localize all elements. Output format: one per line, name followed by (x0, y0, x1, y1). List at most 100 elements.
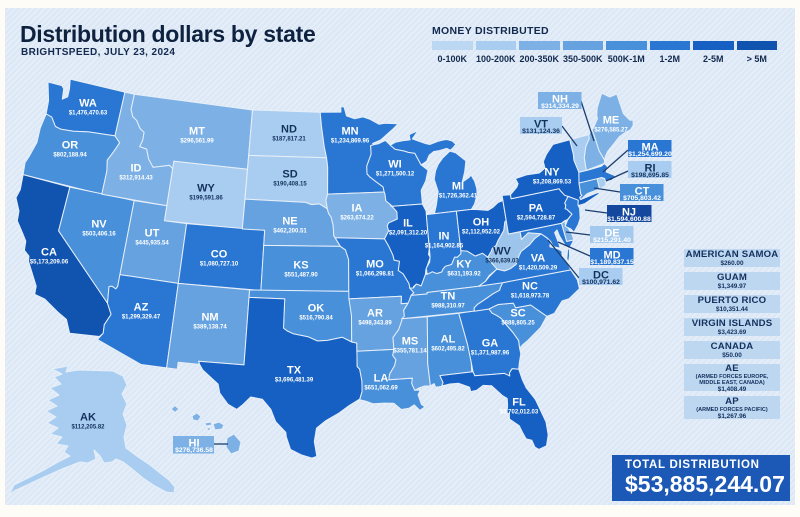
svg-text:CT: CT (635, 186, 650, 198)
svg-text:NY: NY (544, 167, 560, 179)
svg-text:ME: ME (603, 115, 620, 127)
svg-text:IL: IL (403, 218, 413, 230)
svg-text:NV: NV (91, 219, 107, 231)
svg-text:MD: MD (603, 250, 620, 262)
svg-text:NE: NE (282, 216, 297, 228)
svg-text:VA: VA (531, 253, 546, 265)
svg-text:$1,594,600.88: $1,594,600.88 (607, 216, 651, 223)
svg-text:$355,781.14: $355,781.14 (393, 349, 427, 355)
svg-text:$263,674.22: $263,674.22 (340, 216, 374, 222)
svg-text:$276,585.27: $276,585.27 (594, 128, 628, 134)
svg-text:$1,254,699.20: $1,254,699.20 (628, 151, 672, 158)
svg-text:$5,173,209.06: $5,173,209.06 (30, 260, 69, 266)
svg-text:$296,561.99: $296,561.99 (180, 139, 214, 145)
svg-text:WY: WY (197, 183, 215, 195)
svg-text:$651,062.69: $651,062.69 (364, 386, 398, 392)
svg-text:IA: IA (352, 203, 363, 215)
svg-text:$631,193.92: $631,193.92 (447, 272, 481, 278)
svg-text:IN: IN (439, 231, 450, 243)
svg-text:VT: VT (534, 119, 548, 131)
svg-text:$3,696,481.39: $3,696,481.39 (275, 378, 314, 384)
svg-text:DE: DE (604, 228, 619, 240)
svg-text:TX: TX (287, 365, 302, 377)
svg-text:$131,124.36: $131,124.36 (522, 128, 560, 135)
svg-text:SC: SC (510, 308, 525, 320)
svg-text:CA: CA (41, 247, 57, 259)
svg-text:AR: AR (367, 308, 383, 320)
svg-text:FL: FL (512, 397, 526, 409)
svg-text:$705,803.42: $705,803.42 (623, 195, 661, 202)
svg-text:$1,299,329.47: $1,299,329.47 (122, 315, 161, 321)
svg-text:$988,310.97: $988,310.97 (431, 304, 465, 310)
svg-text:$187,817.21: $187,817.21 (272, 137, 306, 143)
svg-text:$1,371,987.96: $1,371,987.96 (471, 351, 510, 357)
svg-text:OK: OK (308, 303, 325, 315)
svg-text:$112,205.82: $112,205.82 (71, 425, 105, 431)
svg-text:MT: MT (189, 126, 205, 138)
svg-text:AZ: AZ (134, 302, 149, 314)
svg-text:$1,476,470.63: $1,476,470.63 (69, 111, 108, 117)
svg-text:KY: KY (456, 259, 472, 271)
svg-text:$366,639.03: $366,639.03 (485, 259, 519, 265)
svg-text:TN: TN (441, 291, 456, 303)
svg-text:$516,790.84: $516,790.84 (299, 316, 333, 322)
svg-text:MS: MS (402, 336, 419, 348)
svg-text:$198,695.85: $198,695.85 (631, 172, 669, 179)
svg-text:$1,271,500.12: $1,271,500.12 (376, 172, 415, 178)
svg-text:WV: WV (493, 246, 511, 258)
svg-text:$215,291.40: $215,291.40 (593, 237, 631, 244)
svg-text:$199,591.86: $199,591.86 (189, 196, 223, 202)
svg-text:$3,208,869.53: $3,208,869.53 (533, 180, 572, 186)
svg-text:$498,343.89: $498,343.89 (358, 321, 392, 327)
svg-text:MI: MI (452, 181, 464, 193)
svg-text:$2,594,728.87: $2,594,728.87 (517, 216, 556, 222)
svg-text:HI: HI (189, 438, 200, 450)
svg-text:NC: NC (522, 281, 538, 293)
svg-text:AL: AL (441, 334, 456, 346)
svg-text:ND: ND (281, 124, 297, 136)
svg-text:AK: AK (80, 412, 96, 424)
svg-text:UT: UT (145, 228, 160, 240)
svg-text:$3,702,012.03: $3,702,012.03 (500, 410, 539, 416)
svg-text:$1,164,902.85: $1,164,902.85 (425, 244, 464, 250)
svg-text:$503,406.16: $503,406.16 (82, 232, 116, 238)
svg-text:NJ: NJ (622, 207, 636, 219)
svg-text:SD: SD (282, 169, 297, 181)
svg-text:$602,495.82: $602,495.82 (431, 347, 465, 353)
svg-text:$2,112,952.02: $2,112,952.02 (462, 230, 501, 236)
svg-text:$312,914.43: $312,914.43 (119, 176, 153, 182)
svg-text:LA: LA (374, 373, 389, 385)
svg-text:NM: NM (201, 312, 218, 324)
svg-text:$462,200.51: $462,200.51 (273, 229, 307, 235)
svg-text:$314,334.29: $314,334.29 (541, 103, 579, 110)
svg-text:$888,805.25: $888,805.25 (501, 321, 535, 327)
svg-text:$551,487.90: $551,487.90 (284, 273, 318, 279)
svg-text:$2,091,312.20: $2,091,312.20 (389, 231, 428, 237)
svg-text:PA: PA (529, 203, 544, 215)
svg-text:RI: RI (645, 163, 656, 175)
svg-text:$100,971.62: $100,971.62 (582, 279, 620, 286)
svg-text:$1,618,973.78: $1,618,973.78 (511, 294, 550, 300)
svg-text:NH: NH (552, 94, 568, 106)
svg-text:WI: WI (388, 159, 401, 171)
svg-text:$1,234,869.96: $1,234,869.96 (331, 139, 370, 145)
svg-text:$445,935.54: $445,935.54 (135, 241, 169, 247)
svg-text:MN: MN (341, 126, 358, 138)
svg-text:DC: DC (593, 270, 609, 282)
svg-text:MO: MO (366, 259, 384, 271)
svg-text:GA: GA (482, 338, 499, 350)
svg-text:KS: KS (293, 260, 308, 272)
svg-text:WA: WA (79, 98, 97, 110)
svg-text:OR: OR (62, 140, 79, 152)
svg-text:$1,420,509.29: $1,420,509.29 (519, 266, 558, 272)
svg-text:$190,408.15: $190,408.15 (273, 182, 307, 188)
svg-text:OH: OH (473, 217, 490, 229)
svg-text:$1,726,362.41: $1,726,362.41 (439, 194, 478, 200)
svg-text:$1,080,727.10: $1,080,727.10 (200, 262, 239, 268)
svg-text:MA: MA (641, 142, 658, 154)
svg-text:$389,138.74: $389,138.74 (193, 325, 227, 331)
svg-text:CO: CO (211, 249, 228, 261)
svg-text:$1,189,837.15: $1,189,837.15 (590, 259, 634, 266)
svg-text:$1,066,298.81: $1,066,298.81 (356, 272, 395, 278)
svg-text:$276,736.58: $276,736.58 (175, 447, 213, 454)
